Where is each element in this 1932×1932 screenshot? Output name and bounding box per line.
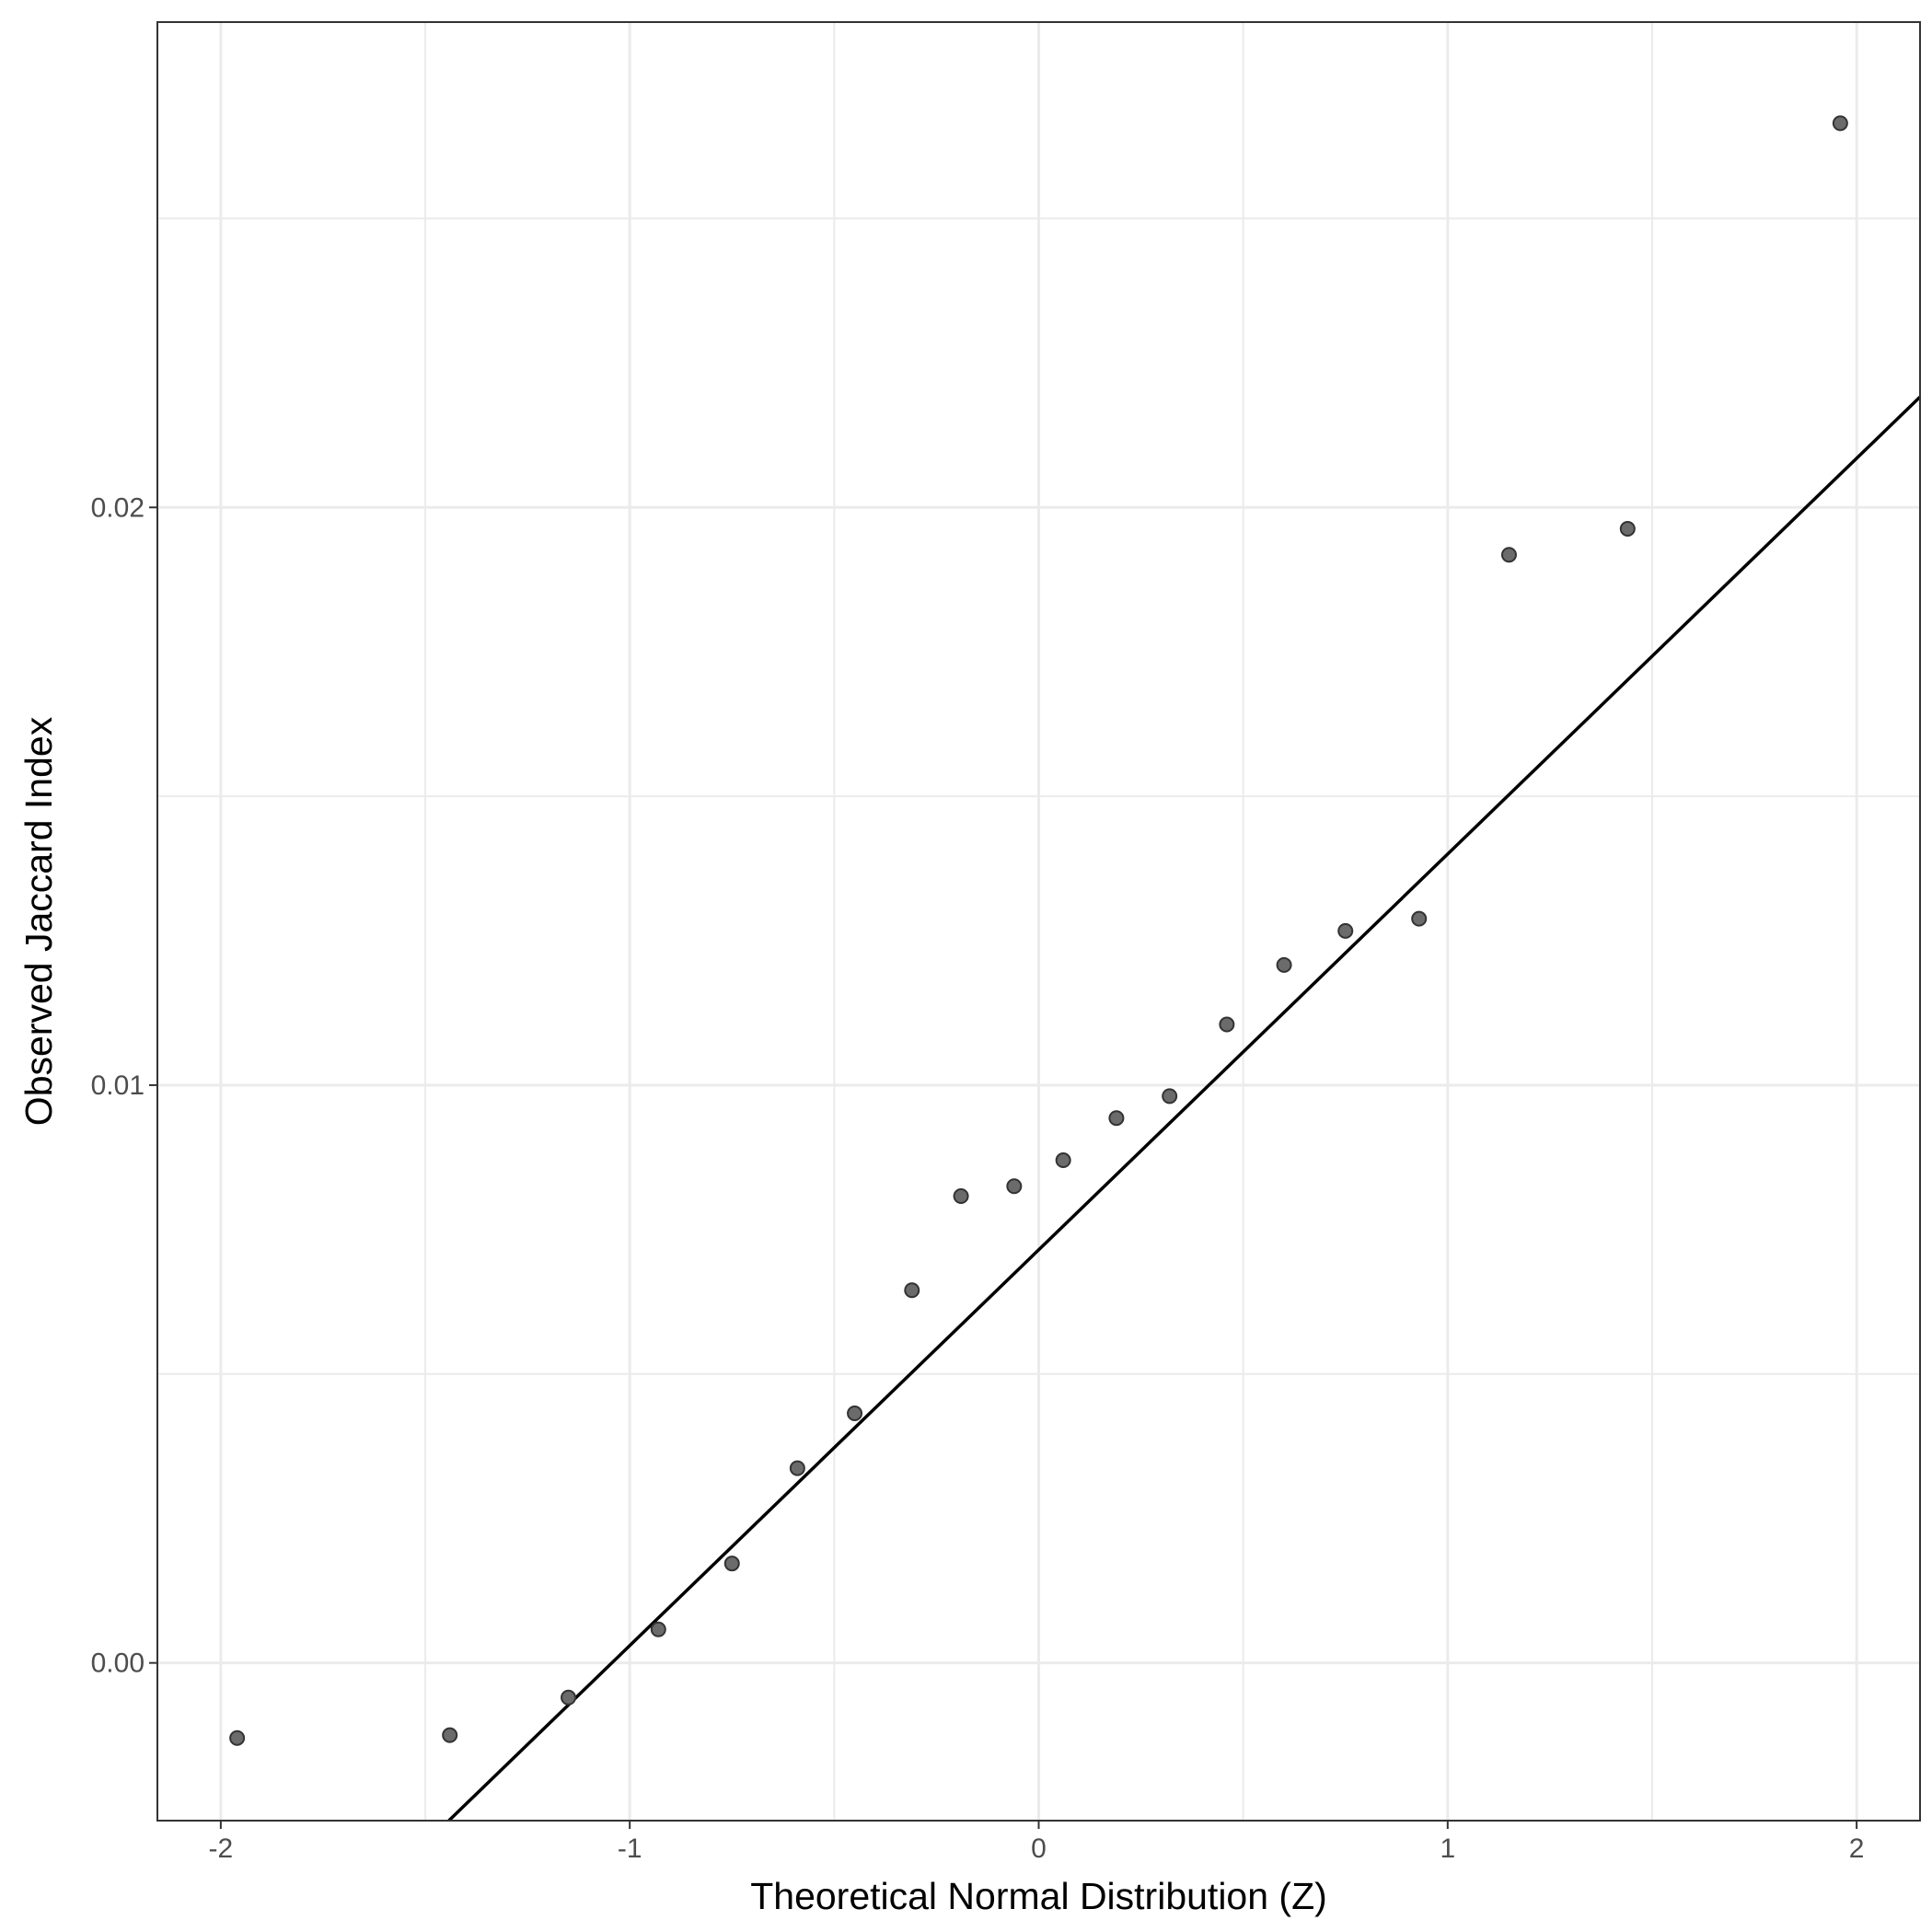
y-axis-title: Observed Jaccard Index <box>17 716 60 1126</box>
data-point <box>904 1282 920 1299</box>
x-tick-label: 2 <box>1849 1834 1865 1864</box>
data-point <box>1162 1088 1178 1105</box>
data-point <box>442 1727 458 1743</box>
data-point <box>1411 910 1428 927</box>
axes: -2 -1 0 1 2 0.00 0.01 0.02 <box>91 492 1865 1864</box>
x-axis-title: Theoretical Normal Distribution (Z) <box>750 1875 1327 1917</box>
data-point <box>789 1460 805 1476</box>
data-point <box>847 1405 863 1421</box>
reference-line-group <box>447 396 1922 1822</box>
data-points <box>229 115 1848 1746</box>
data-point <box>1276 956 1292 973</box>
y-tick-label: 0.01 <box>91 1070 145 1101</box>
data-point <box>1219 1016 1235 1033</box>
x-tick-label: 1 <box>1440 1834 1455 1864</box>
x-tick-label: -1 <box>618 1834 642 1864</box>
data-point <box>650 1621 666 1637</box>
y-tick-label: 0.00 <box>91 1649 145 1679</box>
y-tick-label: 0.02 <box>91 492 145 523</box>
data-point <box>1055 1152 1071 1169</box>
data-point <box>1006 1178 1023 1195</box>
grid-lines <box>157 22 1920 1821</box>
data-point <box>1500 547 1517 563</box>
data-point <box>723 1556 740 1572</box>
data-point <box>1108 1110 1125 1127</box>
data-point <box>953 1187 969 1204</box>
data-point <box>1832 115 1848 132</box>
data-point <box>1337 922 1354 939</box>
reference-line <box>447 396 1922 1822</box>
data-point <box>561 1689 577 1706</box>
x-tick-label: 0 <box>1031 1834 1047 1864</box>
x-tick-label: -2 <box>209 1834 234 1864</box>
data-point <box>1619 520 1636 537</box>
data-point <box>229 1730 246 1746</box>
